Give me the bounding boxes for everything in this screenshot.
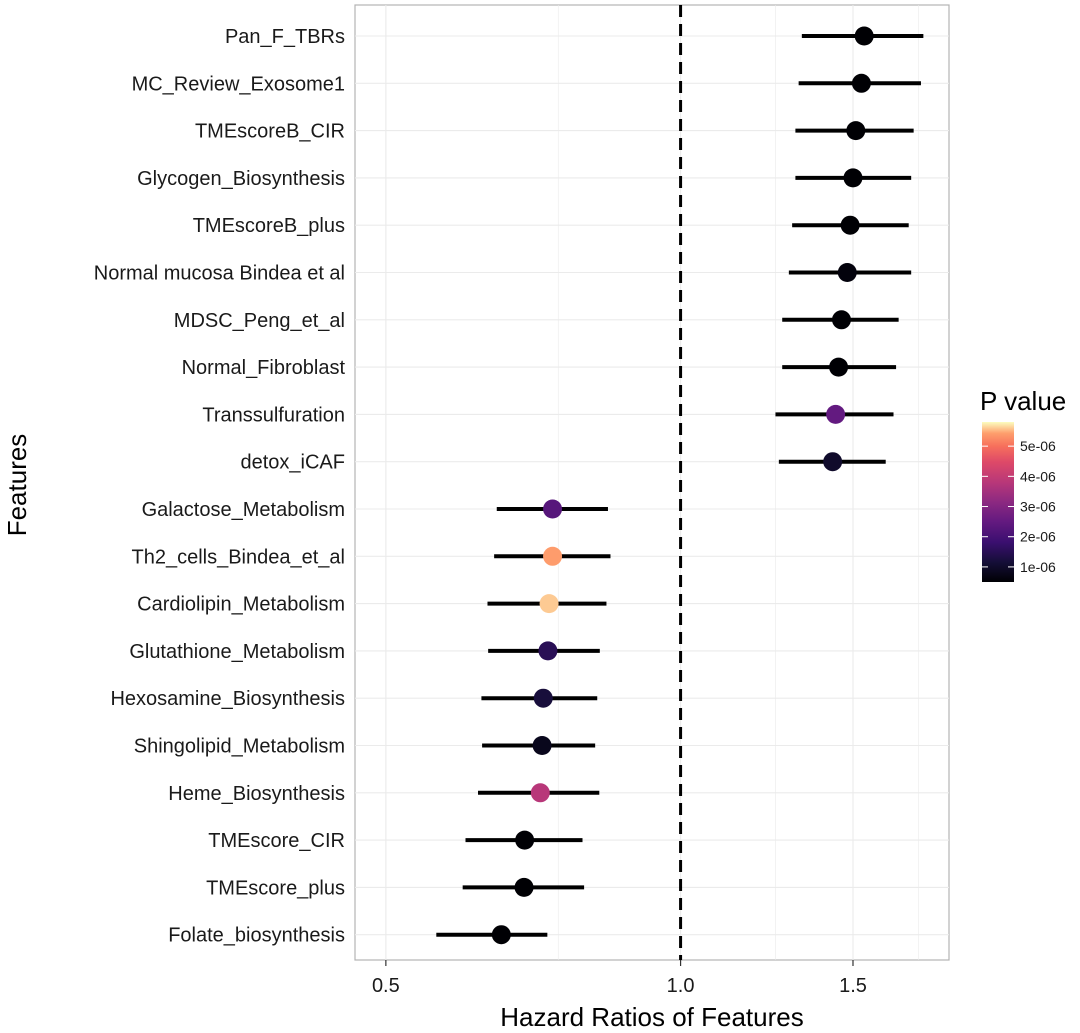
y-tick-label: Shingolipid_Metabolism (134, 736, 345, 758)
hr-point (843, 168, 863, 188)
y-tick-label: MDSC_Peng_et_al (174, 310, 345, 332)
y-tick-label: Glycogen_Biosynthesis (137, 168, 345, 190)
x-tick-label: 1.0 (667, 975, 695, 997)
y-tick-label: TMEscore_plus (206, 877, 345, 899)
data-marks (436, 26, 924, 945)
x-tick-label: 0.5 (372, 975, 400, 997)
hr-point (851, 73, 871, 93)
x-axis-title: Hazard Ratios of Features (500, 1002, 803, 1032)
y-tick-label: Pan_F_TBRs (225, 26, 345, 48)
y-tick-label: Folate_biosynthesis (168, 925, 345, 947)
hr-point (854, 26, 874, 46)
hr-point (538, 641, 558, 661)
hr-point (514, 877, 534, 897)
hr-point (837, 263, 857, 282)
legend-tick-label: 5e-06 (1020, 438, 1056, 454)
legend-title: P value (980, 386, 1066, 416)
hr-point (846, 121, 866, 141)
y-tick-label: MC_Review_Exosome1 (132, 73, 345, 95)
hr-point (543, 546, 563, 566)
hr-point (831, 310, 851, 330)
y-tick-label: Normal_Fibroblast (182, 357, 346, 379)
hr-point (840, 215, 860, 235)
hr-point (823, 452, 843, 472)
grid-lines (355, 5, 949, 960)
color-bar (982, 422, 1014, 582)
legend-tick-label: 1e-06 (1020, 559, 1056, 575)
hr-point (539, 594, 559, 614)
y-tick-label: Transsulfuration (202, 404, 345, 426)
plot-panel (354, 4, 950, 961)
legend-tick-label: 4e-06 (1020, 468, 1056, 484)
y-tick-label: Normal mucosa Bindea et al (94, 263, 345, 285)
y-tick-label: TMEscoreB_plus (193, 215, 345, 237)
hr-point (532, 736, 552, 755)
x-tick-label: 1.5 (839, 975, 867, 997)
y-tick-label: Galactose_Metabolism (142, 499, 345, 521)
y-axis-title: Features (2, 434, 32, 537)
y-tick-label: TMEscoreB_CIR (195, 121, 345, 143)
x-axis-ticks: 0.5 1.0 1.5 (372, 960, 867, 997)
legend-tick-label: 3e-06 (1020, 499, 1056, 515)
y-tick-label: Cardiolipin_Metabolism (137, 594, 345, 616)
y-tick-label: Th2_cells_Bindea_et_al (132, 546, 346, 568)
y-tick-label: Hexosamine_Biosynthesis (110, 688, 345, 710)
hr-point (543, 499, 563, 519)
y-tick-label: detox_iCAF (241, 452, 346, 474)
panel-border (354, 4, 950, 961)
hr-point (533, 688, 553, 708)
legend-tick-label: 2e-06 (1020, 529, 1056, 545)
hr-point (826, 404, 846, 424)
color-bar-ticks: 1e-06 2e-06 3e-06 4e-06 5e-06 (982, 438, 1056, 575)
hr-point (515, 830, 535, 850)
hr-point (491, 925, 511, 945)
y-tick-label: TMEscore_CIR (208, 830, 345, 852)
hr-point (829, 357, 849, 377)
y-tick-label: Heme_Biosynthesis (168, 783, 345, 805)
p-value-legend: P value 1e-06 2e-06 3e-06 4e-06 5e-06 (980, 386, 1066, 582)
y-tick-label: Glutathione_Metabolism (129, 641, 345, 663)
y-axis-labels: Pan_F_TBRs MC_Review_Exosome1 TMEscoreB_CI… (94, 26, 346, 947)
hr-point (530, 783, 550, 803)
